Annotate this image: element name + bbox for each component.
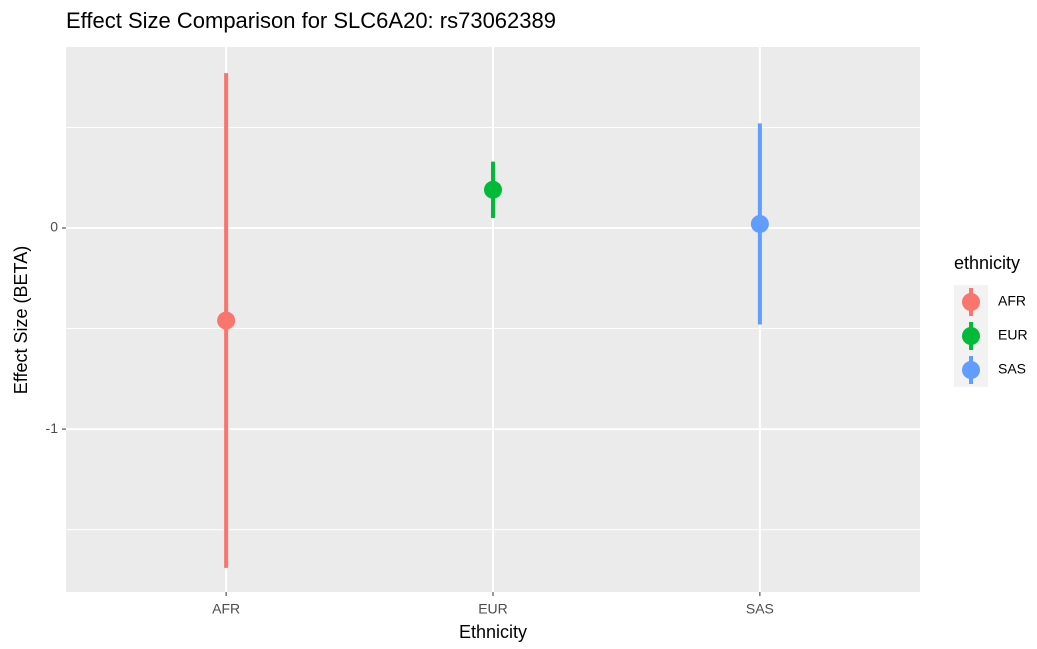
legend-label: EUR <box>998 327 1028 343</box>
point <box>750 214 769 233</box>
y-axis-title: Effect Size (BETA) <box>11 246 31 394</box>
legend-key-point <box>962 361 980 379</box>
legend-title: ethnicity <box>954 253 1020 273</box>
y-tick-label: 0 <box>50 219 58 235</box>
x-tick-label: AFR <box>212 601 240 617</box>
legend-key-point <box>962 327 980 345</box>
point <box>484 180 502 199</box>
chart-title: Effect Size Comparison for SLC6A20: rs73… <box>66 8 556 33</box>
point <box>217 311 236 330</box>
y-tick-label: -1 <box>46 420 59 436</box>
legend-label: AFR <box>998 293 1026 309</box>
legend-key-point <box>962 293 980 311</box>
x-tick-label: EUR <box>478 601 508 617</box>
x-tick-label: SAS <box>746 601 774 617</box>
x-axis-title: Ethnicity <box>459 622 527 642</box>
legend-label: SAS <box>998 361 1026 377</box>
